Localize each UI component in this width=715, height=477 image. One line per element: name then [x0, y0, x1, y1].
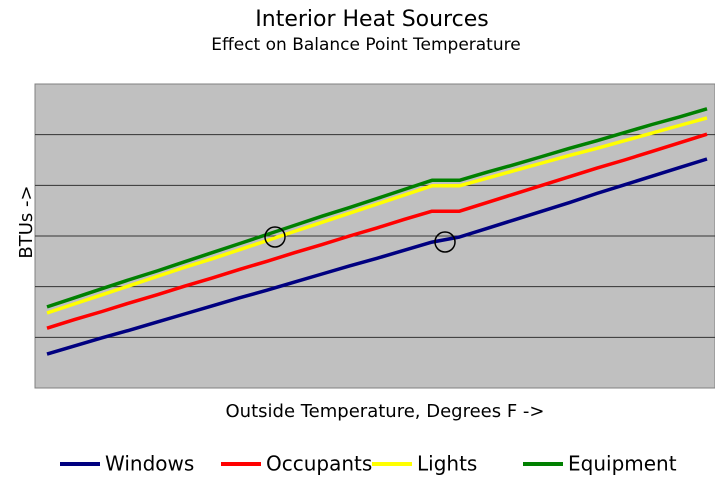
series-line — [46, 107, 708, 309]
series-lines — [46, 107, 708, 356]
grid — [35, 134, 715, 338]
legend-label: Lights — [417, 452, 477, 476]
chart-title: Interior Heat Sources — [255, 7, 488, 32]
legend: Windows Occupants Lights Equipment — [60, 452, 677, 476]
legend-label: Windows — [105, 452, 194, 476]
series-line — [46, 132, 708, 330]
series-line — [46, 157, 708, 356]
chart-subtitle: Effect on Balance Point Temperature — [211, 35, 520, 55]
series-line — [46, 116, 708, 315]
balance-point-marker — [434, 231, 456, 253]
x-axis-label: Outside Temperature, Degrees F -> — [226, 401, 545, 422]
legend-label: Equipment — [568, 452, 677, 476]
y-axis-label: BTUs -> — [16, 185, 37, 258]
balance-point-marker — [264, 226, 286, 248]
legend-label: Occupants — [266, 452, 372, 476]
